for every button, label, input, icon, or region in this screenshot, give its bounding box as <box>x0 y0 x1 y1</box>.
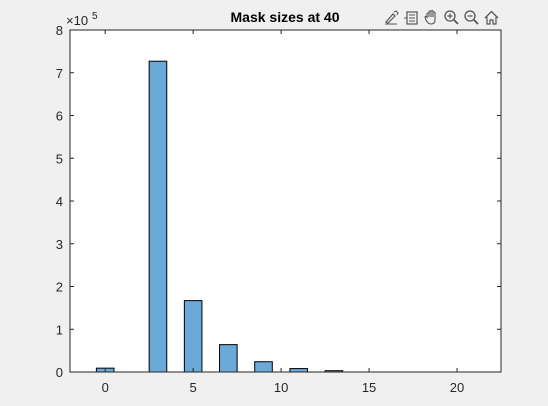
chart-title: Mask sizes at 40 <box>231 9 340 25</box>
y-tick-label: 6 <box>56 109 63 124</box>
y-exponent-power: 5 <box>92 11 98 22</box>
brush-button[interactable] <box>382 8 401 27</box>
y-tick-label: 2 <box>56 280 63 295</box>
y-tick-label: 8 <box>56 23 63 38</box>
bar <box>289 368 308 373</box>
y-tick-label: 7 <box>56 66 63 81</box>
y-exponent-base: ×10 <box>66 13 88 28</box>
y-tick-label: 1 <box>56 322 63 337</box>
axes-toolbar <box>382 8 501 28</box>
zoom-in-button[interactable] <box>442 8 461 27</box>
zoom-out-button[interactable] <box>462 8 481 27</box>
home-button[interactable] <box>482 8 501 27</box>
bar <box>148 60 168 373</box>
y-tick-label: 3 <box>56 237 63 252</box>
x-tick-label: 20 <box>450 380 464 395</box>
datatip-button[interactable] <box>402 8 421 27</box>
bar <box>219 344 238 373</box>
bar <box>183 300 203 373</box>
y-tick-label: 0 <box>56 365 63 380</box>
pan-icon <box>424 9 436 25</box>
x-tick-label: 0 <box>102 380 109 395</box>
y-tick-label: 5 <box>56 151 63 166</box>
x-tick-label: 15 <box>362 380 376 395</box>
x-tick-label: 5 <box>190 380 197 395</box>
brush-icon <box>385 10 399 25</box>
zoom-in-icon <box>444 10 459 25</box>
datatip-icon <box>404 11 418 25</box>
pan-button[interactable] <box>422 8 441 27</box>
x-tick-label: 10 <box>274 380 288 395</box>
bar <box>254 361 273 373</box>
y-axis-ticks: 0 1 2 3 4 5 6 7 8 <box>56 23 501 380</box>
axes-background <box>70 30 501 372</box>
home-icon <box>484 10 499 25</box>
y-tick-label: 4 <box>56 194 63 209</box>
x-axis-ticks: 0 5 10 15 20 <box>102 30 464 395</box>
zoom-out-icon <box>464 10 479 25</box>
